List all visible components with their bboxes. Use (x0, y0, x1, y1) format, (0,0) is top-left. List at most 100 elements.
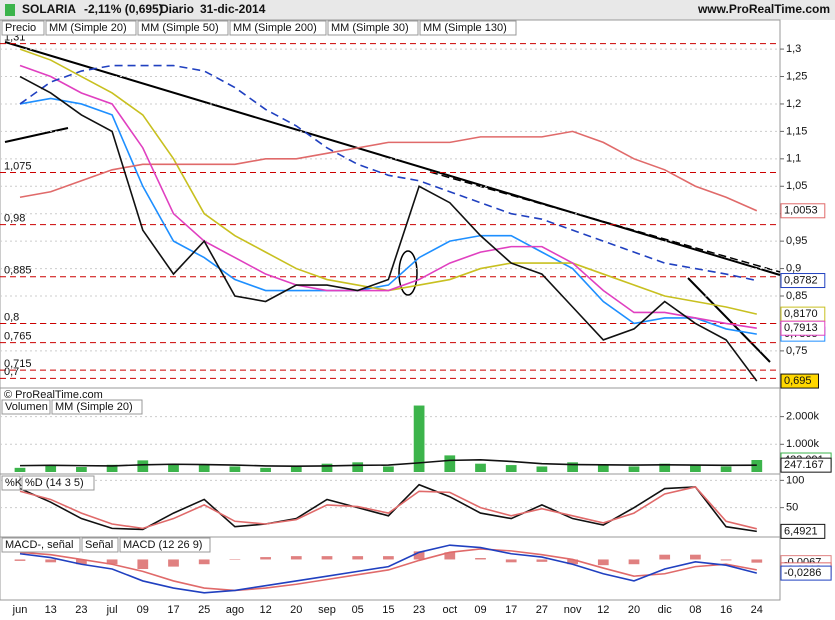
bar (260, 467, 271, 472)
bar (198, 559, 210, 565)
bar (14, 467, 26, 472)
trend-line (4, 127, 69, 143)
date: 31-dic-2014 (200, 2, 266, 16)
bar (597, 465, 609, 472)
y-tick-label: 1,25 (786, 70, 807, 82)
x-tick-label: 15 (382, 604, 394, 616)
period: Diario (160, 2, 194, 16)
level-label: 0,98 (4, 213, 25, 225)
series-line (19, 48, 757, 315)
bar (628, 559, 640, 565)
y-tick-label: 0,9 (786, 262, 801, 274)
highlight-ellipse (398, 250, 418, 296)
y-tick-label: 2.000k (786, 411, 820, 423)
trend-line (429, 171, 781, 273)
bar (567, 559, 578, 565)
y-tick-label: 0,75 (786, 345, 807, 357)
value-label-box (780, 203, 826, 219)
legend-label: MM (Simple 20) (55, 401, 133, 413)
legend-label: Señal (85, 539, 113, 551)
bar (659, 463, 671, 472)
x-tick-label: sep (318, 604, 336, 616)
trend-line (687, 277, 771, 363)
bar (137, 460, 149, 472)
legend-box (45, 20, 137, 36)
value-label: 6,4921 (784, 525, 818, 537)
level-label: 0,765 (4, 331, 32, 343)
bar (751, 460, 763, 472)
bar (720, 466, 732, 472)
bar (383, 556, 394, 560)
bar (536, 559, 548, 562)
bar (14, 559, 26, 561)
x-tick-label: ago (226, 604, 244, 616)
bar (567, 462, 578, 472)
header-bar (0, 0, 835, 20)
value-label-box (780, 320, 826, 336)
value-label-box (780, 565, 832, 581)
x-tick-label: 05 (352, 604, 364, 616)
bar (444, 552, 456, 560)
x-tick-label: jul (106, 604, 118, 616)
bar (352, 462, 364, 472)
series-line (19, 544, 757, 594)
x-tick-label: 12 (597, 604, 609, 616)
legend-label: MM (Simple 20) (49, 22, 127, 34)
bar (413, 405, 425, 472)
value-label-box (780, 457, 832, 473)
legend-box (419, 20, 517, 36)
legend-box (1, 399, 51, 415)
value-label: 247.167 (784, 459, 824, 471)
trend-line (4, 41, 781, 276)
x-tick-label: 23 (75, 604, 87, 616)
x-tick-label: 09 (137, 604, 149, 616)
x-tick-label: 13 (45, 604, 57, 616)
y-tick-label: 1,1 (786, 153, 801, 165)
bar (229, 466, 241, 472)
x-tick-label: 16 (720, 604, 732, 616)
bar (198, 465, 210, 472)
bar (76, 559, 87, 565)
series-line (19, 130, 758, 212)
y-tick-label: 100 (786, 474, 804, 486)
x-tick-label: oct (442, 604, 457, 616)
bar (597, 559, 609, 566)
y-tick-label: 1.000k (786, 438, 820, 450)
bar (76, 467, 87, 472)
bar (690, 465, 701, 472)
bar (321, 556, 333, 560)
change: -2,11% (0,695) (84, 2, 163, 16)
legend-box (229, 20, 327, 36)
bar (659, 554, 671, 560)
legend-box (327, 20, 419, 36)
bar (536, 466, 548, 472)
bar (45, 559, 57, 563)
value-label-box (780, 523, 826, 539)
legend-box (51, 399, 143, 415)
bar (137, 559, 149, 569)
value-label: 0,7913 (784, 322, 818, 334)
bar (690, 554, 701, 560)
legend-box (1, 20, 45, 36)
bar (290, 466, 302, 472)
legend-label: MM (Simple 30) (331, 22, 409, 34)
bar (260, 557, 271, 560)
series-line (19, 97, 757, 335)
site: www.ProRealTime.com (697, 2, 830, 16)
x-tick-label: 20 (628, 604, 640, 616)
bar (321, 463, 333, 472)
series-line (19, 64, 757, 282)
x-tick-label: 27 (536, 604, 548, 616)
x-tick-label: 24 (751, 604, 763, 616)
x-tick-label: 08 (689, 604, 701, 616)
symbol: SOLARIA (22, 2, 76, 16)
bar (106, 464, 118, 472)
y-tick-label: 50 (786, 502, 798, 514)
value-label: 0,695 (784, 375, 812, 387)
series-line (19, 64, 757, 330)
legend-label: MM (Simple 130) (423, 22, 507, 34)
value-label-box (780, 273, 826, 289)
x-tick-label: 17 (167, 604, 179, 616)
legend-box (21, 475, 95, 491)
